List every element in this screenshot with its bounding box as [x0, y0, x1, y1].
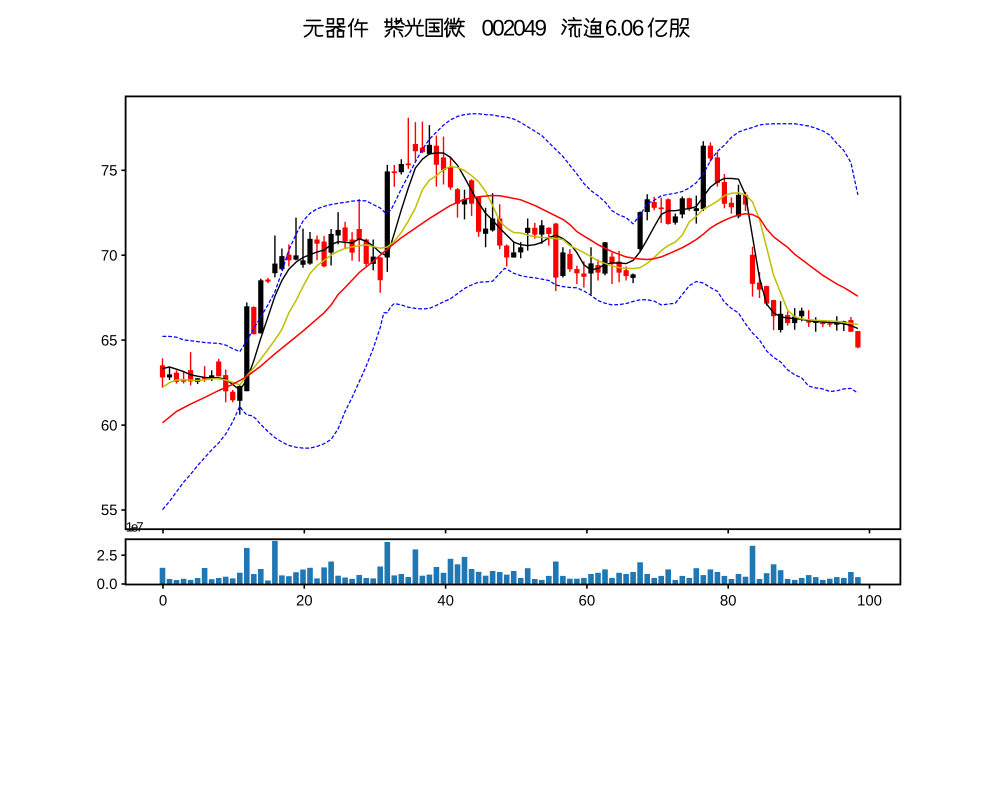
svg-text:6.06: 6.06: [605, 16, 645, 41]
svg-text:60: 60: [579, 593, 596, 610]
svg-text:70: 70: [101, 247, 118, 264]
svg-text:80: 80: [720, 593, 737, 610]
svg-text:75: 75: [101, 163, 118, 180]
svg-text:1e7: 1e7: [126, 520, 144, 535]
svg-text:20: 20: [296, 593, 313, 610]
svg-text:2.5: 2.5: [97, 547, 118, 564]
svg-text:40: 40: [437, 593, 454, 610]
svg-text:002049: 002049: [482, 16, 548, 41]
svg-text:60: 60: [101, 417, 118, 434]
svg-text:0.0: 0.0: [97, 576, 118, 593]
svg-text:65: 65: [101, 332, 118, 349]
svg-text:55: 55: [101, 502, 118, 519]
svg-text:0: 0: [159, 593, 167, 610]
svg-text:100: 100: [857, 593, 882, 610]
